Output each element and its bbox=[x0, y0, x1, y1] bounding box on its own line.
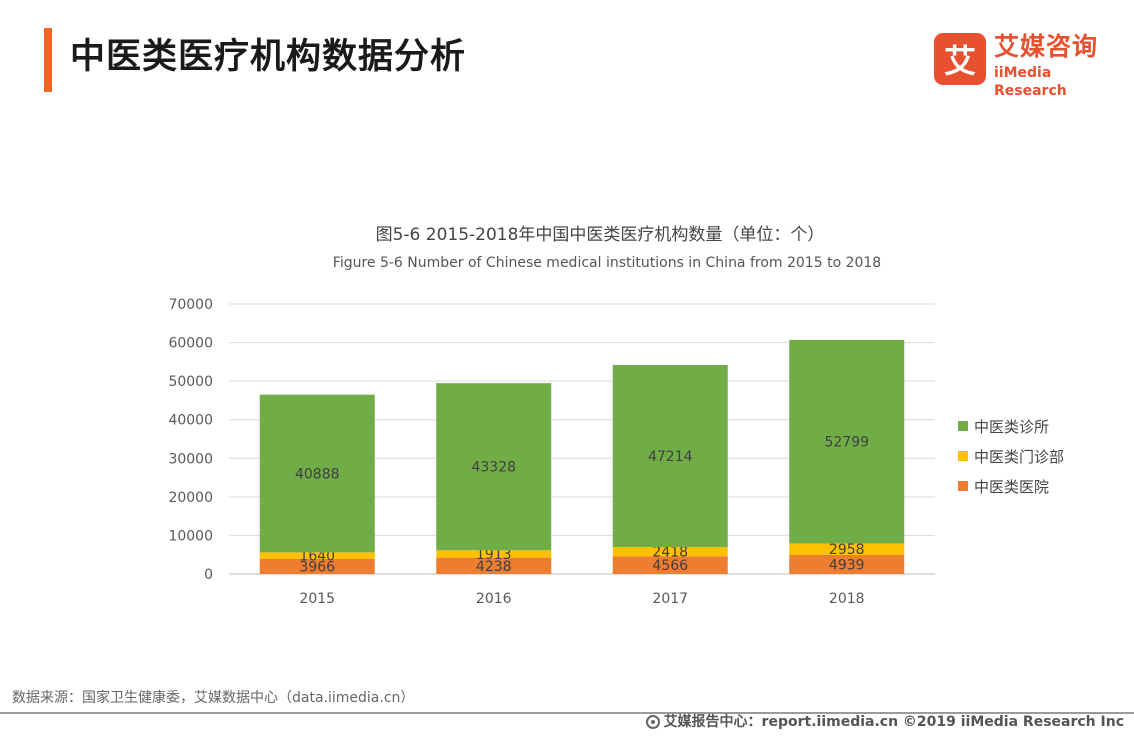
data-label: 47214 bbox=[648, 449, 693, 465]
data-label: 52799 bbox=[824, 435, 869, 451]
y-tick-label: 40000 bbox=[168, 413, 213, 429]
chart-title: 图5-6 2015-2018年中国中医类医疗机构数量（单位：个） bbox=[375, 225, 825, 245]
footer-divider bbox=[0, 712, 1134, 714]
data-label: 43328 bbox=[471, 460, 516, 476]
chart-subtitle: Figure 5-6 Number of Chinese medical ins… bbox=[332, 255, 882, 271]
legend-label: 中医类门诊部 bbox=[974, 447, 1065, 466]
bar-segment bbox=[436, 557, 552, 574]
bar-segment bbox=[259, 558, 375, 574]
logo-name-en: iiMedia Research bbox=[994, 65, 1067, 99]
legend-label: 中医类诊所 bbox=[974, 417, 1050, 436]
footer-text: 艾媒报告中心：report.iimedia.cn ©2019 iiMedia R… bbox=[663, 714, 1124, 730]
data-source-note: 数据来源：国家卫生健康委，艾媒数据中心（data.iimedia.cn） bbox=[12, 690, 415, 706]
x-tick-label: 2017 bbox=[652, 591, 688, 607]
data-label: 1913 bbox=[476, 547, 512, 563]
data-label: 2418 bbox=[652, 545, 688, 561]
data-label: 3966 bbox=[299, 559, 335, 575]
data-label: 4939 bbox=[829, 557, 865, 573]
bar-segment bbox=[789, 543, 905, 555]
y-tick-label: 20000 bbox=[168, 490, 213, 506]
chart-legend: 中医类诊所 中医类门诊部 中医类医院 bbox=[958, 411, 1064, 501]
legend-swatch bbox=[958, 421, 968, 431]
x-tick-label: 2016 bbox=[476, 591, 512, 607]
y-tick-label: 0 bbox=[204, 567, 213, 583]
legend-swatch bbox=[958, 481, 968, 491]
data-label: 4566 bbox=[652, 558, 688, 574]
y-tick-label: 50000 bbox=[168, 374, 213, 390]
logo-mark: 艾 bbox=[934, 33, 986, 85]
legend-swatch bbox=[958, 451, 968, 461]
data-label: 1640 bbox=[299, 549, 335, 565]
data-label: 4238 bbox=[476, 559, 512, 575]
logo-name-cn: 艾媒咨询 bbox=[994, 32, 1099, 61]
bar-segment bbox=[612, 364, 728, 548]
bar-segment bbox=[612, 547, 728, 557]
y-tick-label: 70000 bbox=[168, 297, 213, 313]
data-label: 40888 bbox=[295, 467, 340, 483]
footer: 艾媒报告中心：report.iimedia.cn ©2019 iiMedia R… bbox=[645, 713, 1124, 731]
legend-item: 中医类诊所 bbox=[958, 411, 1064, 441]
y-tick-label: 60000 bbox=[168, 336, 213, 352]
bar-segment bbox=[436, 550, 552, 558]
legend-label: 中医类医院 bbox=[974, 477, 1050, 496]
bar-segment bbox=[259, 394, 375, 553]
bar-segment bbox=[259, 552, 375, 559]
bar-segment bbox=[789, 339, 905, 544]
y-tick-label: 10000 bbox=[168, 528, 213, 544]
data-label: 2958 bbox=[829, 542, 865, 558]
legend-item: 中医类医院 bbox=[958, 471, 1064, 501]
legend-item: 中医类门诊部 bbox=[958, 441, 1064, 471]
bar-segment bbox=[612, 556, 728, 574]
x-tick-label: 2018 bbox=[829, 591, 865, 607]
bar-segment bbox=[436, 383, 552, 551]
logo: 艾 艾媒咨询 iiMedia Research bbox=[934, 32, 1124, 99]
y-tick-label: 30000 bbox=[168, 451, 213, 467]
x-tick-label: 2015 bbox=[299, 591, 335, 607]
bar-segment bbox=[789, 554, 905, 574]
page-title: 中医类医疗机构数据分析 bbox=[70, 37, 467, 77]
title-accent-bar bbox=[44, 28, 52, 92]
globe-icon bbox=[645, 715, 660, 729]
